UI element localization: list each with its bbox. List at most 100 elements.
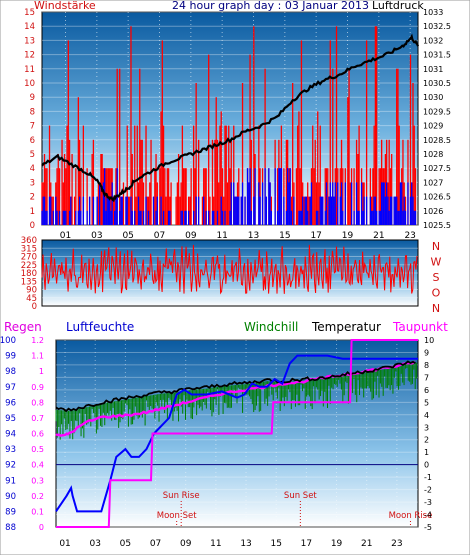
rain-tick-label: 0.8: [31, 398, 44, 407]
humidity-tick-label: 96: [5, 398, 16, 408]
left-tick-label: 12: [24, 51, 35, 61]
left-tick-label: 6: [30, 136, 35, 146]
luftdruck-label: Luftdruck: [372, 0, 424, 12]
right-tick-label: 1026.5: [423, 193, 451, 202]
left-tick-label: 0: [30, 221, 35, 231]
rain-tick-label: 0.5: [31, 445, 44, 454]
x-tick-label: 05: [122, 231, 133, 241]
x-tick-label: 11: [210, 539, 221, 549]
temperature-tick-label: 9: [424, 348, 429, 357]
left-tick-label: 10: [24, 79, 35, 89]
x-tick-label: 23: [404, 231, 415, 241]
astro-label: Sun Rise: [163, 491, 200, 501]
temperature-tick-label: 7: [424, 373, 429, 382]
direction-letter: W: [431, 256, 442, 269]
direction-tick-label: 315: [21, 244, 37, 254]
temperature-tick-label: -2: [424, 486, 432, 495]
left-tick-label: 1: [30, 207, 35, 217]
direction-tick-label: 270: [21, 253, 37, 263]
x-tick-label: 11: [216, 231, 227, 241]
direction-tick-label: 360: [21, 236, 37, 246]
x-tick-label: 01: [60, 231, 71, 241]
x-tick-label: 09: [180, 539, 192, 549]
temperature-tick-label: -3: [424, 498, 432, 507]
direction-tick-label: 90: [26, 286, 37, 296]
direction-tick-label: 45: [26, 294, 37, 304]
left-tick-label: 11: [24, 65, 35, 75]
humidity-tick-label: 95: [5, 414, 16, 424]
right-tick-label: 1029.5: [423, 107, 451, 116]
astro-label: Moon Rise: [389, 511, 433, 521]
x-tick-label: 09: [185, 231, 197, 241]
rain-tick-label: 1.1: [31, 352, 44, 361]
x-tick-label: 03: [89, 539, 100, 549]
right-tick-label: 1030.5: [423, 79, 451, 88]
direction-tick-label: 0: [32, 302, 37, 312]
x-tick-label: 19: [342, 231, 354, 241]
humidity-tick-label: 100: [0, 336, 16, 346]
humidity-tick-label: 90: [5, 492, 16, 502]
rain-tick-label: 0.9: [31, 383, 44, 392]
right-tick-label: 1028.5: [423, 136, 451, 145]
rain-tick-label: 1: [39, 367, 44, 376]
x-tick-label: 01: [59, 539, 70, 549]
right-tick-label: 1031: [423, 65, 443, 74]
wind-bars: [41, 26, 417, 225]
right-tick-label: 1033: [423, 8, 443, 17]
left-tick-label: 3: [30, 178, 35, 188]
temperature-tick-label: -5: [424, 523, 432, 532]
legend-luftfeuchte: Luftfeuchte: [66, 320, 134, 334]
right-tick-label: 1028: [423, 150, 443, 159]
wind-direction-line: [41, 244, 418, 295]
humidity-tick-label: 92: [5, 461, 16, 471]
x-tick-label: 15: [279, 231, 290, 241]
humidity-tick-label: 99: [5, 352, 16, 362]
x-tick-label: 05: [120, 539, 131, 549]
left-tick-label: 13: [24, 36, 35, 46]
humidity-tick-label: 93: [5, 445, 16, 455]
chart-title: 24 hour graph day : 03 Januar 2013: [172, 0, 369, 12]
humidity-tick-label: 94: [5, 430, 16, 440]
left-tick-label: 7: [30, 122, 35, 132]
temperature-tick-label: 5: [424, 398, 429, 407]
x-tick-label: 23: [391, 539, 402, 549]
direction-tick-label: 180: [21, 269, 37, 279]
humidity-tick-label: 89: [5, 507, 16, 517]
rain-tick-label: 0.1: [31, 507, 44, 516]
humidity-tick-label: 97: [5, 383, 16, 393]
left-tick-label: 5: [30, 150, 35, 160]
wind-pressure-axes: 151413121110987654321010331032.510321031…: [24, 8, 451, 241]
x-tick-label: 07: [150, 539, 161, 549]
astro-label: Sun Set: [284, 491, 317, 501]
humidity-tick-label: 91: [5, 476, 16, 486]
humidity-tick-label: 88: [5, 523, 16, 533]
rain-tick-label: 1.2: [31, 336, 44, 345]
temperature-tick-label: 4: [424, 411, 429, 420]
left-tick-label: 2: [30, 193, 35, 203]
temperature-tick-label: 6: [424, 386, 429, 395]
right-tick-label: 1030: [423, 93, 443, 102]
temperature-tick-label: 3: [424, 423, 429, 432]
temperature-tick-label: 2: [424, 436, 429, 445]
x-tick-label: 07: [154, 231, 165, 241]
legend-taupunkt: Taupunkt: [392, 320, 448, 334]
direction-tick-label: 135: [21, 277, 37, 287]
rain-tick-label: 0.7: [31, 414, 44, 423]
right-tick-label: 1031.5: [423, 51, 451, 60]
x-tick-label: 21: [361, 539, 372, 549]
pressure-line: [41, 33, 420, 203]
left-tick-label: 9: [30, 93, 35, 103]
right-tick-label: 1032: [423, 36, 443, 45]
humidity-tick-label: 98: [5, 367, 16, 377]
left-tick-label: 14: [24, 22, 35, 32]
temperature-tick-label: -1: [424, 473, 432, 482]
left-tick-label: 4: [30, 164, 35, 174]
rain-tick-label: 0.4: [31, 461, 44, 470]
temperature-tick-label: 10: [424, 336, 434, 345]
right-tick-label: 1027: [423, 178, 443, 187]
direction-letter: O: [432, 287, 441, 300]
direction-tick-label: 225: [21, 261, 37, 271]
x-tick-label: 13: [240, 539, 251, 549]
right-tick-label: 1032.5: [423, 22, 451, 31]
